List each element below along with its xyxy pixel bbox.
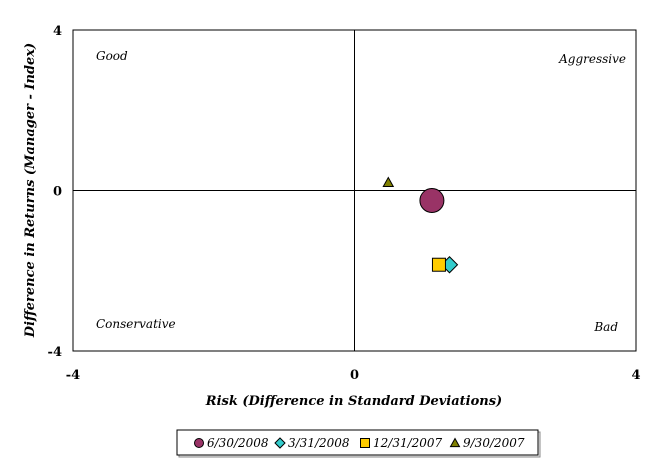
data-point-9-30-2007 (382, 176, 395, 187)
x-tick-label: 0 (350, 368, 359, 383)
data-point-6-30-2008 (419, 188, 445, 214)
legend-label: 6/30/2008 (207, 436, 269, 450)
legend: 6/30/2008 3/31/2008 12/31/2007 9/30/2007 (176, 429, 541, 458)
x-axis-title: Risk (Difference in Standard Deviations) (205, 394, 502, 409)
legend-label: 3/31/2008 (288, 436, 350, 450)
x-tick-label: 4 (631, 368, 640, 383)
legend-marker-9-30-2007 (449, 437, 461, 448)
legend-marker-12-31-2007 (360, 438, 370, 448)
quadrant-label-bad: Bad (593, 320, 618, 334)
legend-marker-3-31-2008 (274, 437, 286, 449)
y-tick-label: 4 (53, 24, 62, 39)
x-tick-labels: -4 0 4 (66, 368, 641, 383)
data-points (382, 176, 459, 274)
y-axis-title: Difference in Returns (Manager - Index) (23, 43, 38, 338)
y-tick-label: 0 (53, 185, 62, 200)
quadrant-label-conservative: Conservative (96, 317, 176, 331)
y-tick-labels: 4 0 -4 (48, 24, 62, 360)
data-point-12-31-2007 (431, 257, 446, 272)
y-tick-label: -4 (48, 345, 62, 360)
x-tick-label: -4 (66, 368, 80, 383)
quadrant-label-good: Good (96, 49, 128, 63)
legend-marker-6-30-2008 (194, 438, 204, 448)
quadrant-label-aggressive: Aggressive (558, 52, 626, 66)
legend-box (176, 429, 539, 456)
legend-label: 12/31/2007 (373, 436, 443, 450)
legend-label: 9/30/2007 (463, 436, 525, 450)
